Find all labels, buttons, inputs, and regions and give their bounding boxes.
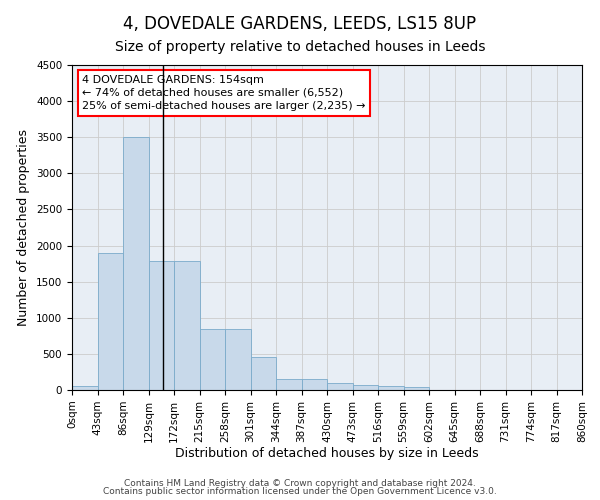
Bar bbox=[302, 379, 327, 390]
Bar bbox=[174, 262, 199, 390]
Bar bbox=[199, 330, 225, 390]
Bar bbox=[123, 137, 149, 390]
Bar bbox=[225, 330, 251, 390]
X-axis label: Distribution of detached houses by size in Leeds: Distribution of detached houses by size … bbox=[175, 448, 479, 460]
Bar bbox=[97, 253, 123, 390]
Bar bbox=[72, 386, 97, 390]
Bar bbox=[251, 357, 276, 390]
Bar bbox=[404, 387, 429, 390]
Text: 4, DOVEDALE GARDENS, LEEDS, LS15 8UP: 4, DOVEDALE GARDENS, LEEDS, LS15 8UP bbox=[124, 15, 476, 33]
Text: Contains HM Land Registry data © Crown copyright and database right 2024.: Contains HM Land Registry data © Crown c… bbox=[124, 478, 476, 488]
Y-axis label: Number of detached properties: Number of detached properties bbox=[17, 129, 31, 326]
Text: 4 DOVEDALE GARDENS: 154sqm
← 74% of detached houses are smaller (6,552)
25% of s: 4 DOVEDALE GARDENS: 154sqm ← 74% of deta… bbox=[82, 74, 366, 111]
Bar bbox=[353, 384, 378, 390]
Text: Size of property relative to detached houses in Leeds: Size of property relative to detached ho… bbox=[115, 40, 485, 54]
Bar bbox=[276, 379, 302, 390]
Text: Contains public sector information licensed under the Open Government Licence v3: Contains public sector information licen… bbox=[103, 487, 497, 496]
Bar bbox=[378, 386, 404, 390]
Bar bbox=[149, 262, 174, 390]
Bar bbox=[327, 383, 353, 390]
